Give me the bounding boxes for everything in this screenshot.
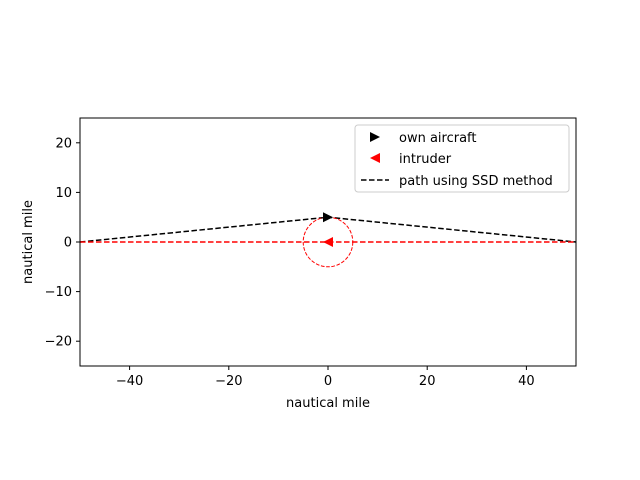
y-axis-label: nautical mile — [21, 200, 36, 284]
y-tick-label: 10 — [55, 186, 72, 201]
x-tick-label: 20 — [419, 374, 436, 389]
legend-intruder-marker — [370, 153, 380, 163]
x-tick-label: 0 — [324, 374, 332, 389]
legend: own aircraft intruder path using SSD met… — [354, 124, 570, 193]
marker-layer — [302, 212, 354, 268]
y-tick-label: −20 — [45, 335, 72, 350]
y-tick-label: −10 — [45, 285, 72, 300]
legend-own-aircraft-label: own aircraft — [399, 131, 477, 146]
x-tick-label: −20 — [215, 374, 242, 389]
x-tick-label: −40 — [116, 374, 143, 389]
legend-box — [354, 124, 570, 193]
y-tick-label: 0 — [64, 236, 72, 251]
legend-own-aircraft-marker — [370, 132, 380, 142]
x-axis-label: nautical mile — [286, 396, 370, 411]
legend-intruder-label: intruder — [399, 152, 452, 167]
legend-path-label: path using SSD method — [399, 174, 553, 189]
intruder-marker — [323, 237, 333, 247]
y-tick-label: 20 — [55, 136, 72, 151]
x-tick-label: 40 — [518, 374, 535, 389]
x-axis-ticks: −40 −20 0 20 40 — [116, 366, 535, 389]
y-axis-ticks: −20 −10 0 10 20 — [45, 136, 80, 350]
own-aircraft-marker — [323, 212, 333, 223]
intruder-protected-zone-circle — [302, 216, 354, 268]
